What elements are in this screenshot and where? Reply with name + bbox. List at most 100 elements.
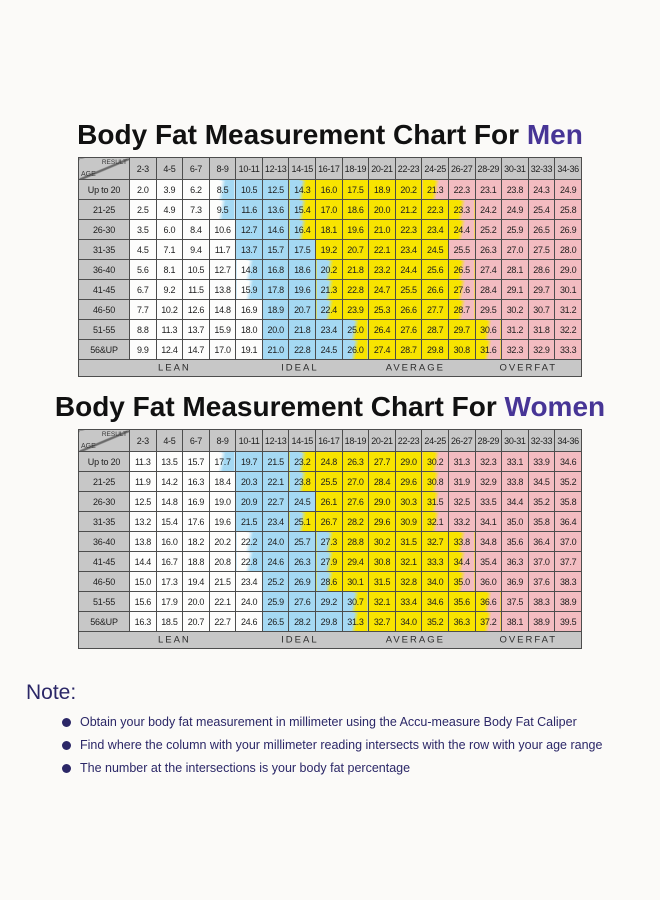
value-cell: 23.1 [474,179,503,200]
value-cell: 27.7 [421,299,449,320]
note-title: Note: [26,681,77,704]
value-cell: 27.6 [447,279,476,300]
value-cell: 30.1 [554,279,582,300]
column-header: 6-7 [182,429,210,452]
value-cell: 13.2 [129,511,157,532]
column-header: 20-21 [368,429,396,452]
value-cell: 24.8 [315,451,343,472]
column-header: 4-5 [155,429,184,452]
value-cell: 21.5 [208,571,237,592]
value-cell: 24.2 [474,199,503,220]
value-cell: 16.9 [182,491,210,512]
age-row-header: 21-25 [78,199,130,220]
value-cell: 27.6 [341,491,370,512]
value-cell: 36.9 [501,571,529,592]
zone-label: AVERAGE [385,362,445,374]
value-cell: 26.5 [261,611,290,632]
value-cell: 34.0 [421,571,449,592]
value-cell: 26.5 [447,259,476,280]
value-cell: 32.5 [447,491,476,512]
column-header: 16-17 [315,429,343,452]
value-cell: 39.5 [554,611,582,632]
value-cell: 15.0 [129,571,157,592]
value-cell: 11.5 [182,279,210,300]
value-cell: 35.2 [527,491,556,512]
column-header: 18-19 [341,429,370,452]
value-cell: 13.8 [208,279,237,300]
column-header: 10-11 [235,157,263,180]
value-cell: 29.0 [554,259,582,280]
value-cell: 22.1 [261,471,290,492]
value-cell: 29.6 [394,471,423,492]
value-cell: 31.5 [394,531,423,552]
value-cell: 35.8 [527,511,556,532]
value-cell: 6.7 [129,279,157,300]
table-row: 26-30 3.5 6.0 8.4 10.6 12.7 14.6 16.4 18.1 19.6 21… [78,219,582,240]
value-cell: 10.6 [208,219,237,240]
value-cell: 8.4 [182,219,210,240]
value-cell: 37.0 [554,531,582,552]
table-row: 51-55 15.6 17.9 20.0 22.1 24.0 25.9 27.6 29.2 30.… [78,591,582,612]
value-cell: 31.2 [501,319,529,340]
age-row-header: 46-50 [78,571,130,592]
value-cell: 32.7 [421,531,449,552]
column-header: 14-15 [288,429,317,452]
table-row: 21-25 2.5 4.9 7.3 9.5 11.6 13.6 15.4 17.0 18.6 20.… [78,199,582,220]
value-cell: 26.0 [341,339,370,360]
value-cell: 24.0 [235,591,263,612]
table-row: 36-40 5.6 8.1 10.5 12.7 14.8 16.8 18.6 20.2 21.8 2… [78,259,582,280]
value-cell: 36.3 [447,611,476,632]
note-list: Obtain your body fat measurement in mill… [26,715,660,775]
value-cell: 9.9 [129,339,157,360]
value-cell: 18.9 [368,179,396,200]
table-row: 41-45 6.7 9.2 11.5 13.8 15.9 17.8 19.6 21.3 22.8 2… [78,279,582,300]
value-cell: 10.5 [235,179,263,200]
value-cell: 28.1 [501,259,529,280]
value-cell: 28.6 [527,259,556,280]
value-cell: 12.5 [261,179,290,200]
value-cell: 32.1 [421,511,449,532]
value-cell: 14.8 [208,299,237,320]
value-cell: 26.9 [288,571,317,592]
value-cell: 35.0 [501,511,529,532]
table-row: 46-50 15.0 17.3 19.4 21.5 23.4 25.2 26.9 28.6 30.… [78,571,582,592]
value-cell: 29.5 [474,299,503,320]
bullet-icon [62,740,71,750]
age-row-header: 26-30 [78,219,130,240]
men-chart-title-accent: Men [526,119,583,150]
bullet-icon [62,717,71,727]
value-cell: 37.6 [527,571,556,592]
zone-label: IDEAL [281,634,319,646]
value-cell: 17.3 [155,571,184,592]
value-cell: 17.5 [341,179,370,200]
value-cell: 28.4 [474,279,503,300]
value-cell: 23.9 [341,299,370,320]
value-cell: 36.6 [474,591,503,612]
value-cell: 20.2 [315,259,343,280]
age-row-header: Up to 20 [78,179,130,200]
value-cell: 27.4 [474,259,503,280]
value-cell: 14.8 [235,259,263,280]
value-cell: 15.9 [208,319,237,340]
value-cell: 23.4 [421,219,449,240]
value-cell: 27.6 [394,319,423,340]
value-cell: 33.8 [501,471,529,492]
value-cell: 17.0 [208,339,237,360]
value-cell: 34.6 [554,451,582,472]
value-cell: 11.7 [208,239,237,260]
value-cell: 12.6 [182,299,210,320]
value-cell: 11.6 [235,199,263,220]
value-cell: 35.0 [447,571,476,592]
value-cell: 17.8 [261,279,290,300]
value-cell: 30.8 [421,471,449,492]
value-cell: 33.4 [394,591,423,612]
value-cell: 22.8 [288,339,317,360]
value-cell: 29.4 [341,551,370,572]
value-cell: 20.0 [368,199,396,220]
value-cell: 19.6 [288,279,317,300]
value-cell: 24.9 [501,199,529,220]
value-cell: 26.3 [288,551,317,572]
value-cell: 31.9 [447,471,476,492]
value-cell: 23.8 [501,179,529,200]
value-cell: 13.5 [155,451,184,472]
